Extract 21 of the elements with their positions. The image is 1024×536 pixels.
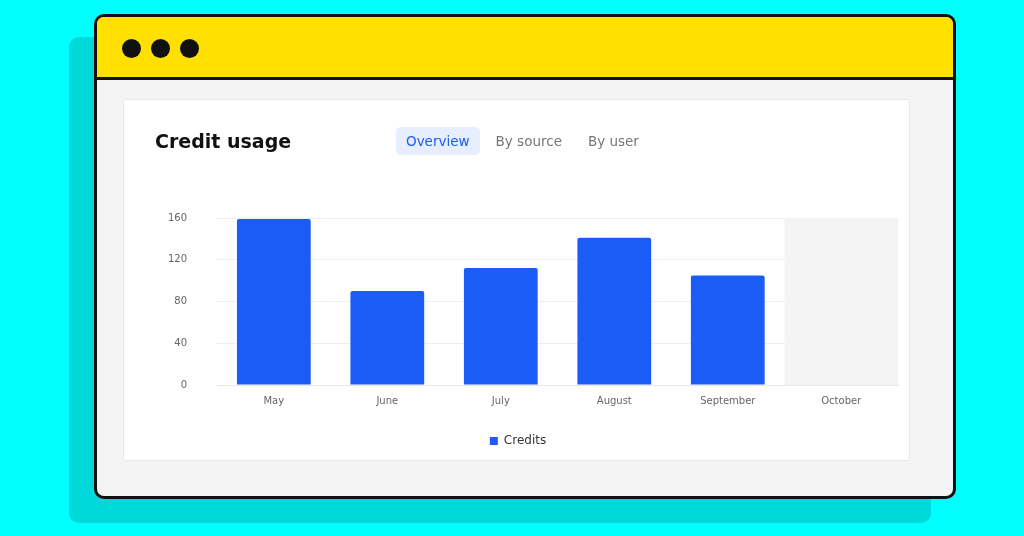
bar: [690, 275, 765, 385]
text: By source: [494, 132, 563, 151]
bar: [236, 219, 311, 385]
x-tick-label: August: [596, 394, 632, 406]
y-tick-label: 160: [167, 211, 188, 223]
chart-title: Credit usage: [155, 130, 292, 152]
y-tick-label: 40: [174, 336, 188, 348]
y-tick-label: 0: [180, 378, 188, 390]
bar: [350, 291, 425, 385]
y-tick-label: 80: [174, 295, 188, 307]
x-tick-label: September: [700, 394, 757, 406]
legend-label: Credits: [503, 433, 547, 448]
y-tick-label: 120: [167, 253, 188, 265]
x-tick-label: May: [263, 394, 285, 406]
bar: [463, 268, 538, 385]
text: By user: [586, 132, 640, 151]
x-tick-label: October: [821, 394, 863, 406]
bar: [577, 237, 652, 385]
x-tick-label: July: [490, 394, 510, 406]
text: Overview: [396, 127, 480, 155]
x-tick-label: June: [375, 394, 399, 406]
